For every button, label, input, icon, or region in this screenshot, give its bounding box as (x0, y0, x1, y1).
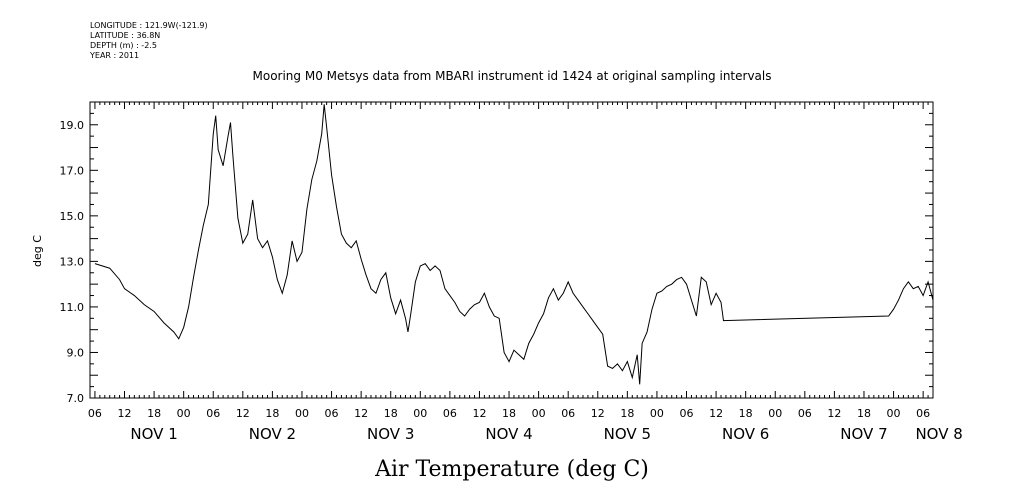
hour-tick-label: 06 (88, 407, 102, 420)
air-temperature-line (94, 104, 934, 385)
day-label: NOV 6 (722, 425, 769, 443)
y-axis-label: deg C (31, 235, 44, 267)
day-label: NOV 1 (130, 425, 177, 443)
y-tick-label: 15.0 (60, 210, 85, 223)
hour-tick-label: 06 (325, 407, 339, 420)
hour-tick-label: 18 (147, 407, 161, 420)
hour-tick-label: 12 (472, 407, 486, 420)
y-tick-label: 11.0 (60, 301, 85, 314)
hour-tick-label: 00 (650, 407, 664, 420)
y-tick-labels: 7.0 9.0 11.0 13.0 15.0 17.0 19.0 (60, 119, 85, 405)
y-tick-label: 19.0 (60, 119, 85, 132)
hour-tick-label: 06 (443, 407, 457, 420)
hour-tick-label: 00 (177, 407, 191, 420)
day-label: NOV 2 (249, 425, 296, 443)
hour-tick-label: 00 (413, 407, 427, 420)
x-axis-label: Air Temperature (deg C) (374, 457, 649, 482)
hour-tick-label: 06 (561, 407, 575, 420)
day-label: NOV 4 (485, 425, 532, 443)
longitude-text: LONGITUDE : 121.9W(-121.9) (90, 21, 208, 30)
hour-tick-label: 12 (236, 407, 250, 420)
hour-tick-labels: 06 12 18 00 06 12 18 00 06 12 18 00 06 12 18 00 06 12 18 00… (88, 407, 930, 420)
depth-text: DEPTH (m) : -2.5 (90, 41, 157, 50)
hour-tick-label: 12 (354, 407, 368, 420)
day-label: NOV 7 (840, 425, 887, 443)
hour-tick-label: 18 (857, 407, 871, 420)
y-tick-label: 7.0 (67, 392, 85, 405)
hour-tick-label: 18 (739, 407, 753, 420)
hour-tick-label: 00 (532, 407, 546, 420)
hour-tick-label: 06 (916, 407, 930, 420)
day-label: NOV 5 (604, 425, 651, 443)
axis-ticks (90, 101, 933, 399)
day-label: NOV 8 (915, 425, 962, 443)
hour-tick-label: 00 (887, 407, 901, 420)
latitude-text: LATITUDE : 36.8N (90, 31, 161, 40)
hour-tick-label: 18 (502, 407, 516, 420)
hour-tick-label: 06 (798, 407, 812, 420)
hour-tick-label: 00 (295, 407, 309, 420)
day-label: NOV 3 (367, 425, 414, 443)
chart-title: Mooring M0 Metsys data from MBARI instru… (253, 69, 772, 83)
y-tick-label: 13.0 (60, 255, 85, 268)
hour-tick-label: 18 (620, 407, 634, 420)
hour-tick-label: 18 (384, 407, 398, 420)
hour-tick-label: 12 (827, 407, 841, 420)
plot-frame (89, 101, 934, 399)
year-text: YEAR : 2011 (90, 51, 140, 60)
hour-tick-label: 00 (768, 407, 782, 420)
hour-tick-label: 12 (709, 407, 723, 420)
station-info: LONGITUDE : 121.9W(-121.9) LATITUDE : 36… (90, 21, 208, 61)
hour-tick-label: 12 (118, 407, 132, 420)
day-labels: NOV 1 NOV 2 NOV 3 NOV 4 NOV 5 NOV 6 NOV 7 NOV 8 (130, 425, 962, 443)
y-tick-label: 17.0 (60, 164, 85, 177)
hour-tick-label: 06 (206, 407, 220, 420)
hour-tick-label: 12 (591, 407, 605, 420)
hour-tick-label: 18 (265, 407, 279, 420)
y-tick-label: 9.0 (67, 346, 85, 359)
hour-tick-label: 06 (680, 407, 694, 420)
